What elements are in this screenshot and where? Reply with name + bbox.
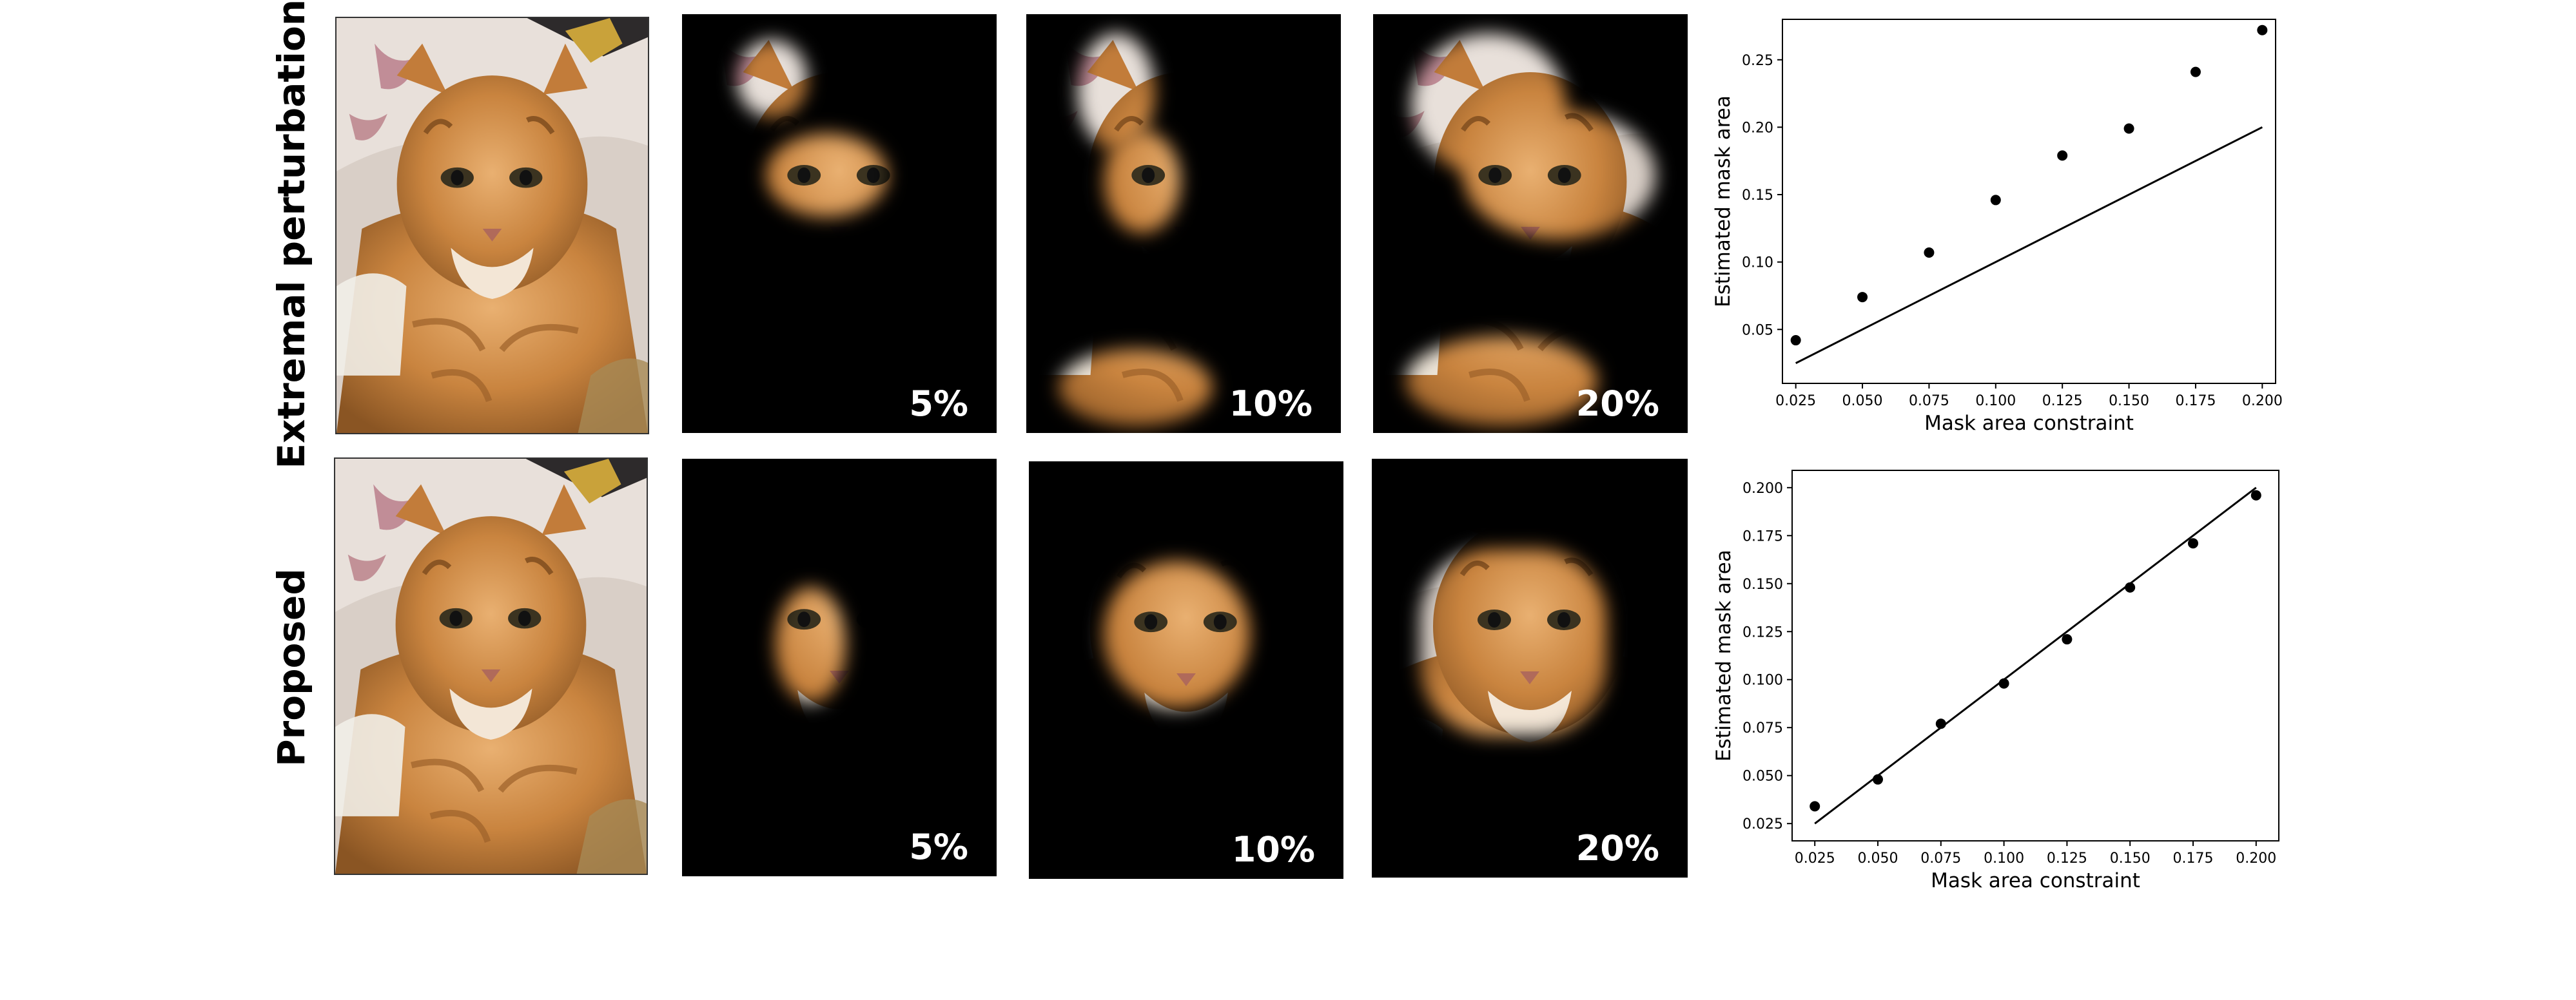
data-point — [1990, 195, 2001, 206]
x-tick-label: 0.175 — [2175, 393, 2216, 409]
mask-percent-label: 10% — [1229, 383, 1312, 424]
mask-image-10-percent: 10% — [1026, 14, 1341, 433]
reference-line — [1814, 486, 2257, 825]
y-tick-label: 0.05 — [1742, 322, 1773, 338]
y-tick-label: 0.175 — [1742, 528, 1783, 544]
scatter-plot-proposed: 0.025 0.050 0.075 0.100 0.125 0.150 0.175 0.200… — [1702, 459, 2295, 892]
data-point — [2123, 123, 2134, 134]
y-tick-label: 0.100 — [1742, 673, 1783, 689]
y-tick-label: 0.050 — [1742, 769, 1783, 785]
mask-percent-label: 5% — [909, 827, 968, 867]
mask-percent-label: 5% — [909, 383, 968, 424]
y-tick-label: 0.15 — [1742, 188, 1773, 204]
x-tick-label: 0.125 — [2042, 393, 2083, 409]
data-point — [2190, 66, 2201, 77]
mask-image-5-percent: 5% — [682, 459, 997, 876]
x-tick-label: 0.050 — [1842, 393, 1883, 409]
x-tick-label: 0.100 — [1984, 851, 2024, 867]
data-point — [2257, 24, 2268, 35]
chart-svg: 0.025 0.050 0.075 0.100 0.125 0.150 0.175 0.200… — [1712, 470, 2279, 892]
data-point — [1924, 247, 1935, 258]
x-tick-label: 0.200 — [2242, 393, 2283, 409]
mask-percent-label: 10% — [1231, 829, 1315, 870]
data-point — [1810, 801, 1820, 812]
y-tick-label: 0.150 — [1742, 577, 1783, 593]
data-point — [1790, 335, 1801, 346]
original-image — [335, 17, 649, 434]
plot-frame — [1782, 19, 2276, 384]
reference-line — [1795, 126, 2263, 364]
x-tick-label: 0.075 — [1920, 851, 1961, 867]
data-point — [1857, 292, 1868, 303]
y-tick-label: 0.025 — [1742, 816, 1783, 832]
x-tick-label: 0.050 — [1858, 851, 1898, 867]
y-tick-label: 0.20 — [1742, 120, 1773, 136]
x-axis-label: Mask area constraint — [1924, 412, 2134, 435]
original-image — [334, 457, 648, 875]
mask-percent-label: 20% — [1576, 828, 1659, 869]
y-axis-label: Estimated mask area — [1712, 95, 1735, 307]
y-axis-label: Estimated mask area — [1712, 550, 1735, 762]
y-tick-label: 0.25 — [1742, 53, 1773, 69]
x-axis-label: Mask area constraint — [1931, 869, 2140, 892]
x-tick-label: 0.075 — [1909, 393, 1949, 409]
x-tick-label: 0.200 — [2236, 851, 2276, 867]
x-tick-label: 0.100 — [1975, 393, 2016, 409]
data-point — [1998, 678, 2009, 689]
x-tick-label: 0.025 — [1775, 393, 1816, 409]
data-point — [1935, 718, 1946, 729]
x-tick-label: 0.125 — [2047, 851, 2087, 867]
y-tick-label: 0.200 — [1742, 481, 1783, 497]
chart-svg: 0.025 0.050 0.075 0.100 0.125 0.150 0.175 0.200… — [1712, 19, 2283, 435]
x-tick-label: 0.150 — [2110, 851, 2151, 867]
y-tick-label: 0.10 — [1742, 255, 1773, 271]
data-point — [1873, 774, 1884, 785]
mask-image-20-percent: 20% — [1373, 14, 1688, 433]
row-label-extremal: Extremal perturbations — [269, 0, 313, 469]
mask-image-10-percent: 10% — [1029, 461, 1343, 879]
scatter-plot-extremal: 0.025 0.050 0.075 0.100 0.125 0.150 0.175 0.200… — [1702, 13, 2295, 438]
plot-frame — [1791, 470, 2279, 841]
row-label-proposed: Proposed — [269, 568, 313, 767]
data-point — [2187, 538, 2198, 549]
y-tick-label: 0.125 — [1742, 624, 1783, 640]
data-point — [2250, 490, 2261, 501]
x-tick-label: 0.175 — [2173, 851, 2214, 867]
x-tick-label: 0.150 — [2109, 393, 2149, 409]
x-tick-label: 0.025 — [1795, 851, 1835, 867]
mask-image-20-percent: 20% — [1372, 459, 1688, 878]
mask-image-5-percent: 5% — [682, 14, 997, 433]
data-point — [2062, 634, 2073, 645]
y-tick-label: 0.075 — [1742, 720, 1783, 736]
data-point — [2057, 150, 2068, 161]
mask-percent-label: 20% — [1576, 383, 1659, 424]
data-point — [2125, 582, 2136, 593]
